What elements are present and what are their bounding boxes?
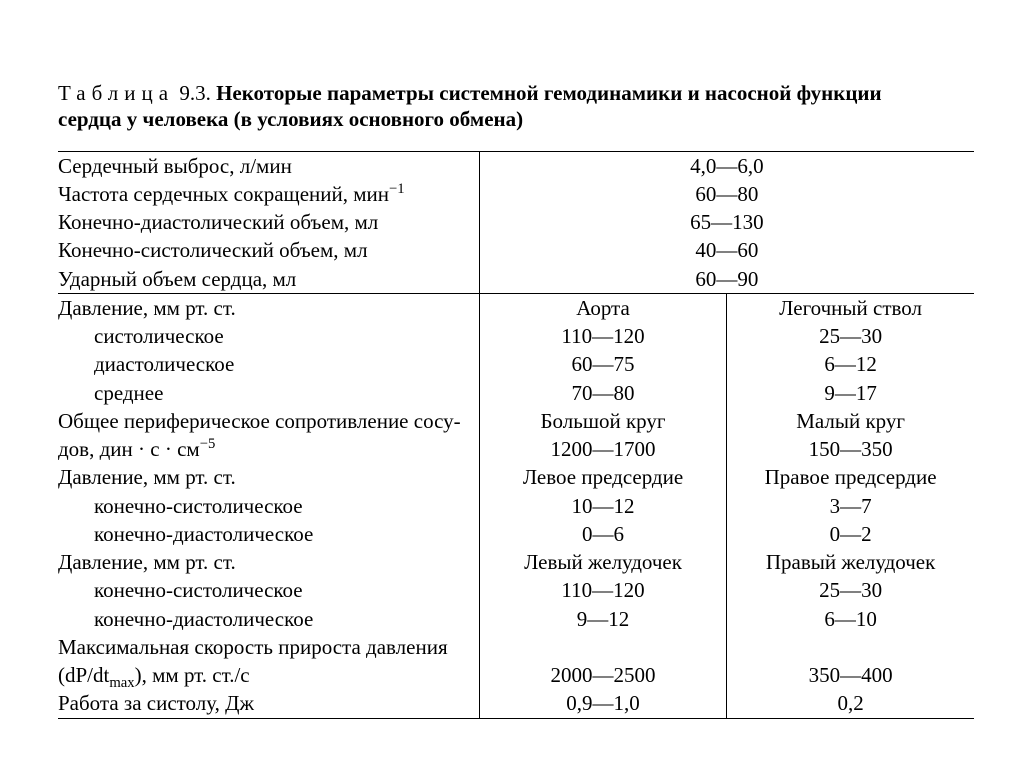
param-label: Давление, мм рт. ст. xyxy=(58,548,479,576)
param-value-right: 25—30 xyxy=(727,322,974,350)
param-value-left: 110—120 xyxy=(479,576,726,604)
hemodynamics-table: Сердечный выброс, л/мин4,0—6,0Частота се… xyxy=(58,151,974,719)
param-value-right: Легочный ствол xyxy=(727,294,974,322)
table-row: Сердечный выброс, л/мин4,0—6,0 xyxy=(58,152,974,180)
table-row: Частота сердечных сокращений, мин−160—80 xyxy=(58,180,974,208)
table-row: среднее70—809—17 xyxy=(58,379,974,407)
table-row: Максимальная скорость прироста давления xyxy=(58,633,974,661)
param-value-left xyxy=(479,633,726,661)
param-value-left: Аорта xyxy=(479,294,726,322)
param-value-left: 0,9—1,0 xyxy=(479,689,726,718)
param-label: дов, дин · с · см−5 xyxy=(58,435,479,463)
table-row: Давление, мм рт. ст.Левое предсердиеПрав… xyxy=(58,463,974,491)
param-value-right: Правое предсердие xyxy=(727,463,974,491)
param-value: 60—90 xyxy=(479,265,974,294)
param-value-left: 9—12 xyxy=(479,605,726,633)
param-value-right: 350—400 xyxy=(727,661,974,689)
param-value-left: 10—12 xyxy=(479,492,726,520)
param-label: Конечно-систолический объем, мл xyxy=(58,236,479,264)
table-row: диастолическое60—756—12 xyxy=(58,350,974,378)
param-value: 40—60 xyxy=(479,236,974,264)
param-label: Сердечный выброс, л/мин xyxy=(58,152,479,180)
param-value: 65—130 xyxy=(479,208,974,236)
param-value-right: Правый желудочек xyxy=(727,548,974,576)
param-value-left: Левое предсердие xyxy=(479,463,726,491)
param-label: Давление, мм рт. ст. xyxy=(58,463,479,491)
caption-prefix: Таблица xyxy=(58,81,174,105)
table-row: (dP/dtmax), мм рт. ст./с2000—2500350—400 xyxy=(58,661,974,689)
param-value-right: 6—10 xyxy=(727,605,974,633)
param-value: 4,0—6,0 xyxy=(479,152,974,180)
param-label: Общее периферическое сопротивление сосу- xyxy=(58,407,479,435)
param-label: Работа за систолу, Дж xyxy=(58,689,479,718)
param-value-right: 25—30 xyxy=(727,576,974,604)
param-value-right: 150—350 xyxy=(727,435,974,463)
table-row: Давление, мм рт. ст.АортаЛегочный ствол xyxy=(58,294,974,322)
table-row: конечно-систолическое110—12025—30 xyxy=(58,576,974,604)
table-row: систолическое110—12025—30 xyxy=(58,322,974,350)
param-label: систолическое xyxy=(58,322,479,350)
table-row: Общее периферическое сопротивление сосу-… xyxy=(58,407,974,435)
table-row: конечно-диастолическое9—126—10 xyxy=(58,605,974,633)
param-value-right: 6—12 xyxy=(727,350,974,378)
param-label: среднее xyxy=(58,379,479,407)
param-label: Максимальная скорость прироста давления xyxy=(58,633,479,661)
param-value: 60—80 xyxy=(479,180,974,208)
param-value-right: 9—17 xyxy=(727,379,974,407)
table-row: Конечно-систолический объем, мл40—60 xyxy=(58,236,974,264)
param-value-left: Левый желудочек xyxy=(479,548,726,576)
param-label: конечно-систолическое xyxy=(58,492,479,520)
param-value-right: 3—7 xyxy=(727,492,974,520)
table-row: конечно-диастолическое0—60—2 xyxy=(58,520,974,548)
param-value-right: 0—2 xyxy=(727,520,974,548)
caption-title-1: Некоторые параметры системной гемодинами… xyxy=(216,81,882,105)
param-label: Конечно-диастолический объем, мл xyxy=(58,208,479,236)
param-value-left: 0—6 xyxy=(479,520,726,548)
caption-title-2: сердца у человека (в условиях основного … xyxy=(58,107,523,131)
table-row: Давление, мм рт. ст.Левый желудочекПравы… xyxy=(58,548,974,576)
caption-number: 9.3. xyxy=(179,81,211,105)
param-label: (dP/dtmax), мм рт. ст./с xyxy=(58,661,479,689)
page: Таблица 9.3. Некоторые параметры системн… xyxy=(0,0,1024,767)
table-row: дов, дин · с · см−51200—1700150—350 xyxy=(58,435,974,463)
param-value-right: 0,2 xyxy=(727,689,974,718)
param-label: Частота сердечных сокращений, мин−1 xyxy=(58,180,479,208)
param-label: диастолическое xyxy=(58,350,479,378)
param-value-left: 70—80 xyxy=(479,379,726,407)
param-value-left: 2000—2500 xyxy=(479,661,726,689)
param-label: конечно-диастолическое xyxy=(58,520,479,548)
table-row: Ударный объем сердца, мл60—90 xyxy=(58,265,974,294)
table-row: Работа за систолу, Дж0,9—1,00,2 xyxy=(58,689,974,718)
table-caption: Таблица 9.3. Некоторые параметры системн… xyxy=(58,80,974,133)
param-value-right xyxy=(727,633,974,661)
param-value-right: Малый круг xyxy=(727,407,974,435)
param-value-left: 60—75 xyxy=(479,350,726,378)
param-label: конечно-диастолическое xyxy=(58,605,479,633)
table-row: конечно-систолическое10—123—7 xyxy=(58,492,974,520)
table-row: Конечно-диастолический объем, мл65—130 xyxy=(58,208,974,236)
param-value-left: 1200—1700 xyxy=(479,435,726,463)
param-label: Ударный объем сердца, мл xyxy=(58,265,479,294)
param-label: конечно-систолическое xyxy=(58,576,479,604)
param-value-left: 110—120 xyxy=(479,322,726,350)
rule xyxy=(58,718,974,719)
param-value-left: Большой круг xyxy=(479,407,726,435)
param-label: Давление, мм рт. ст. xyxy=(58,294,479,322)
